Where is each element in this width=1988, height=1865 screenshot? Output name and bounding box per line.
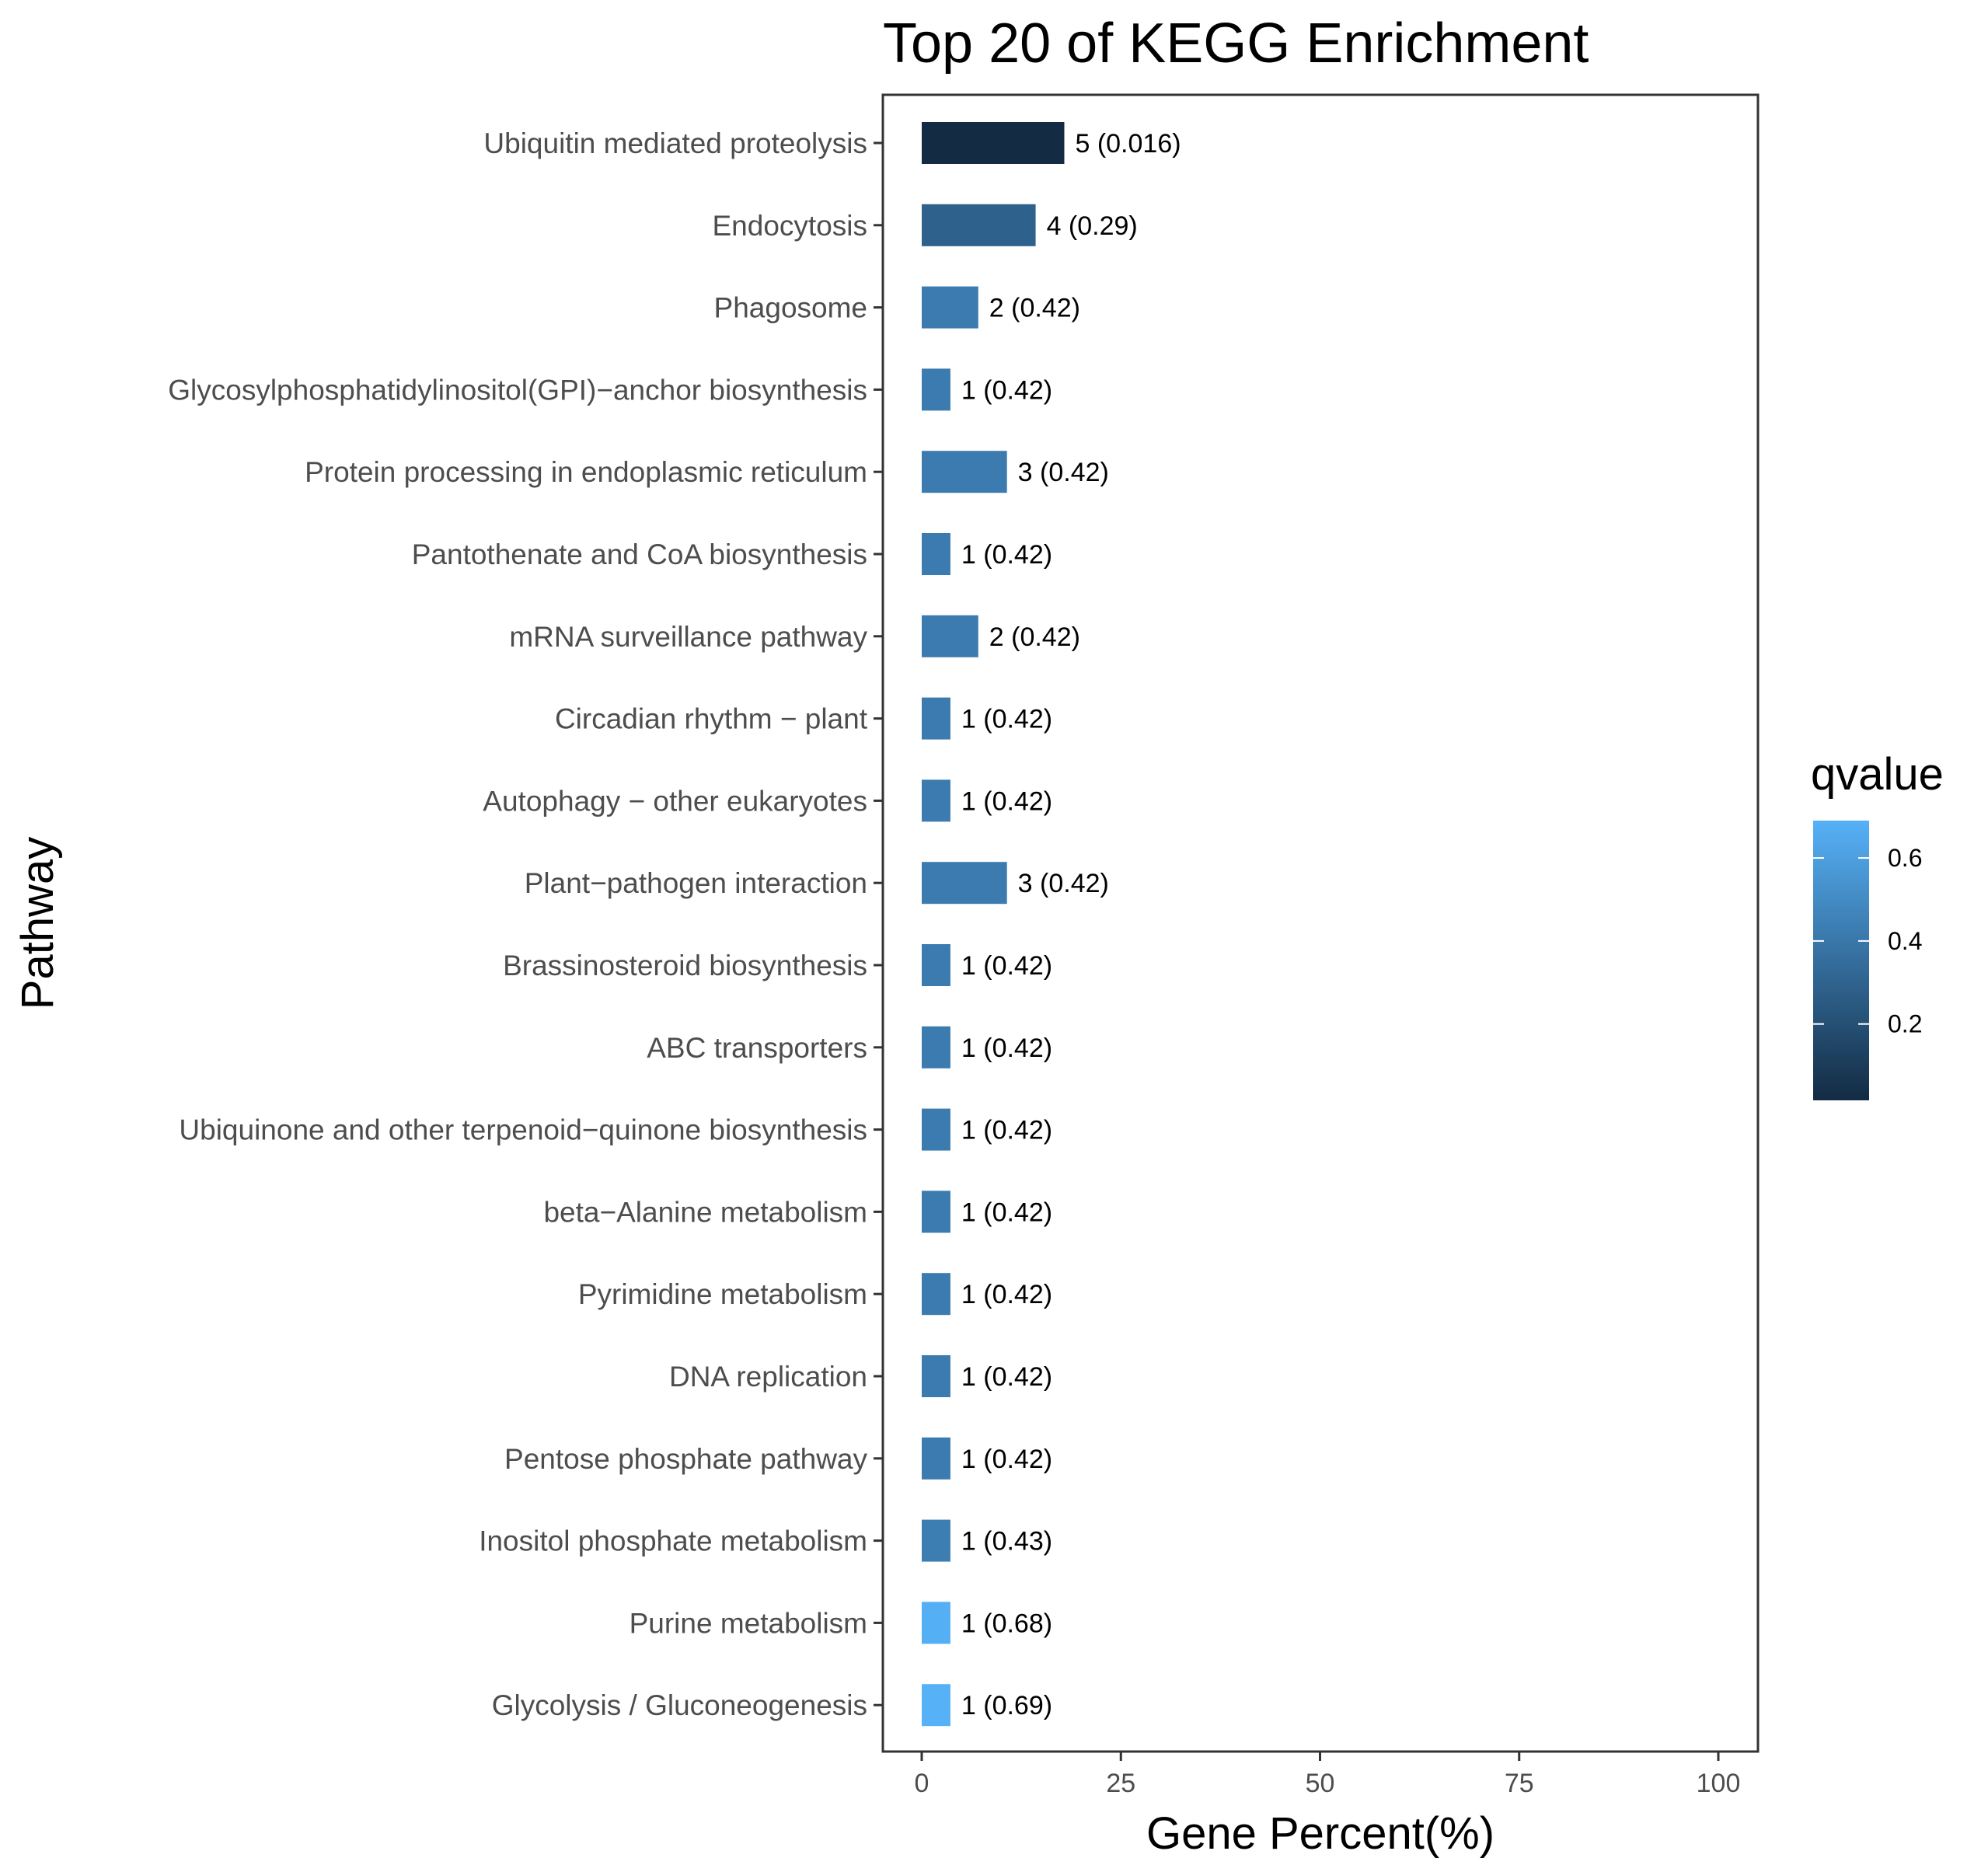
- bar-label: 1 (0.42): [961, 1197, 1052, 1227]
- bar-label: 1 (0.42): [961, 1445, 1052, 1474]
- category-label: Pantothenate and CoA biosynthesis: [412, 539, 867, 570]
- legend-ticks: 0.2 0.4 0.6: [1813, 844, 1922, 1038]
- bar: [922, 779, 950, 822]
- bar: [922, 533, 950, 575]
- x-tick-label: 50: [1306, 1769, 1335, 1798]
- category-label: Glycosylphosphatidylinositol(GPI)−anchor…: [168, 374, 867, 406]
- bar-label: 1 (0.42): [961, 375, 1052, 405]
- bar: [922, 944, 950, 986]
- bar: [922, 1437, 950, 1480]
- category-label: Purine metabolism: [630, 1607, 867, 1639]
- category-label: mRNA surveillance pathway: [509, 621, 867, 653]
- bar: [922, 1684, 950, 1727]
- x-tick-label: 75: [1505, 1769, 1534, 1798]
- category-label: Protein processing in endoplasmic reticu…: [305, 456, 867, 488]
- bar: [922, 697, 950, 740]
- x-tick-label: 0: [915, 1769, 929, 1798]
- legend-tick-label: 0.6: [1888, 844, 1922, 872]
- category-label: Phagosome: [714, 292, 867, 324]
- legend-title: qvalue: [1811, 749, 1944, 800]
- category-label: Inositol phosphate metabolism: [479, 1525, 867, 1557]
- category-label: Circadian rhythm − plant: [555, 703, 868, 735]
- category-label: Ubiquitin mediated proteolysis: [483, 127, 867, 159]
- bar: [922, 615, 978, 657]
- bar: [922, 1273, 950, 1316]
- bar: [922, 368, 950, 411]
- category-label: Autophagy − other eukaryotes: [483, 785, 867, 817]
- bar-label: 1 (0.42): [961, 1034, 1052, 1063]
- x-tick-label: 25: [1106, 1769, 1135, 1798]
- category-label: Pyrimidine metabolism: [578, 1278, 867, 1310]
- bar: [922, 122, 1065, 164]
- chart-title: Top 20 of KEGG Enrichment: [883, 12, 1589, 75]
- bar-label: 2 (0.42): [989, 294, 1080, 323]
- bar-label: 1 (0.42): [961, 1280, 1052, 1309]
- x-tick-label: 100: [1697, 1769, 1741, 1798]
- bar-label: 1 (0.42): [961, 705, 1052, 734]
- bar: [922, 1519, 950, 1562]
- category-axis: Ubiquitin mediated proteolysis Endocytosi…: [168, 127, 883, 1721]
- x-axis-title: Gene Percent(%): [1146, 1808, 1494, 1859]
- bar-label: 1 (0.42): [961, 786, 1052, 816]
- bar-label: 2 (0.42): [989, 622, 1080, 652]
- bar: [922, 204, 1036, 246]
- category-label: Glycolysis / Gluconeogenesis: [492, 1689, 867, 1721]
- bar: [922, 1355, 950, 1397]
- x-axis: 0 25 50 75 100: [915, 1752, 1741, 1798]
- bar-label: 1 (0.42): [961, 1116, 1052, 1145]
- category-label: ABC transporters: [647, 1032, 867, 1064]
- category-label: Plant−pathogen interaction: [525, 867, 867, 899]
- bar: [922, 1602, 950, 1644]
- category-label: Endocytosis: [713, 210, 868, 242]
- bar-label: 4 (0.29): [1047, 211, 1138, 241]
- plot-panel: [881, 93, 1760, 1753]
- bar-label: 3 (0.42): [1018, 869, 1109, 898]
- category-label: Pentose phosphate pathway: [504, 1443, 867, 1475]
- bar: [922, 286, 978, 329]
- bars-layer: 5 (0.016) 4 (0.29) 2 (0.42) 1 (0.42) 3 (0.42…: [922, 122, 1181, 1727]
- bar-label: 1 (0.69): [961, 1691, 1052, 1720]
- legend-colorbar: [1813, 821, 1869, 1100]
- bar-label: 5 (0.016): [1075, 129, 1181, 159]
- bar-label: 1 (0.68): [961, 1609, 1052, 1638]
- category-label: DNA replication: [669, 1361, 867, 1393]
- category-label: Brassinosteroid biosynthesis: [503, 950, 867, 981]
- bar-label: 1 (0.42): [961, 951, 1052, 981]
- category-label: Ubiquinone and other terpenoid−quinone b…: [179, 1114, 867, 1146]
- qvalue-legend: qvalue 0.2 0.4 0.6: [1811, 749, 1944, 1100]
- bar-label: 3 (0.42): [1018, 458, 1109, 487]
- bar: [922, 1108, 950, 1151]
- bar: [922, 1026, 950, 1068]
- bar: [922, 862, 1007, 905]
- bar-label: 1 (0.42): [961, 540, 1052, 570]
- bar-label: 1 (0.42): [961, 1362, 1052, 1392]
- y-axis-title: Pathway: [12, 837, 63, 1009]
- bar: [922, 451, 1007, 493]
- legend-tick-label: 0.2: [1888, 1010, 1922, 1038]
- legend-tick-label: 0.4: [1888, 927, 1922, 955]
- bar-label: 1 (0.43): [961, 1527, 1052, 1556]
- bar: [922, 1190, 950, 1233]
- category-label: beta−Alanine metabolism: [543, 1196, 867, 1228]
